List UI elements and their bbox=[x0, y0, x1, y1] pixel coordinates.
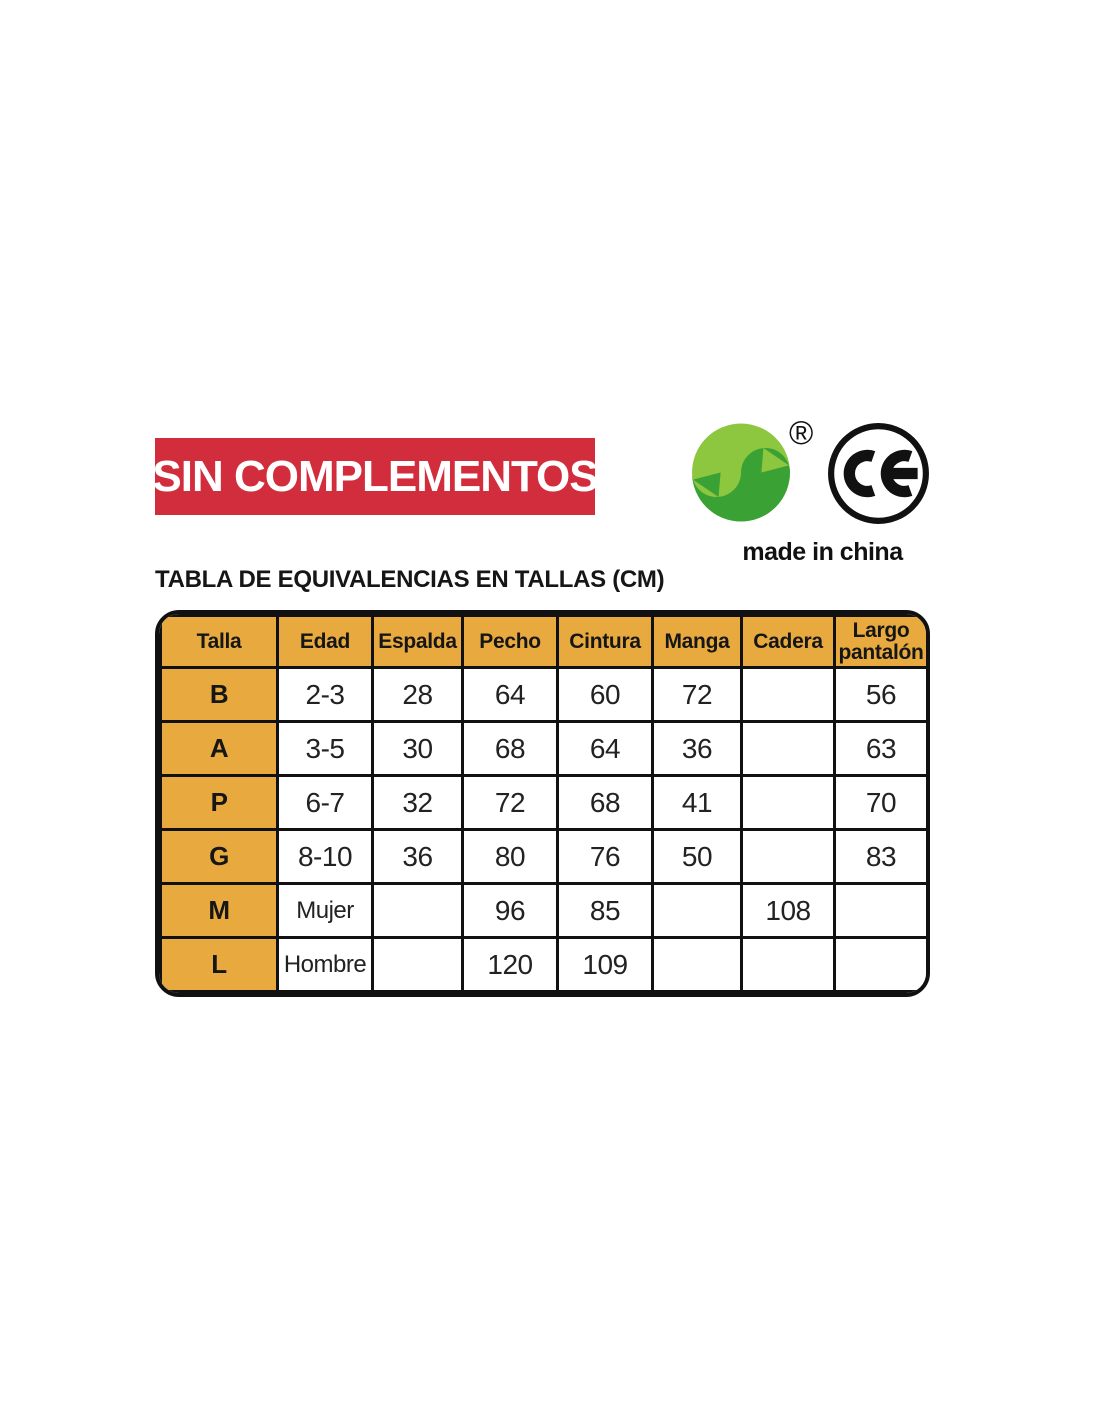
value-cell: 80 bbox=[461, 828, 559, 885]
column-header-cintura: Cintura bbox=[556, 614, 654, 669]
value-cell: Mujer bbox=[276, 882, 374, 939]
value-cell: 32 bbox=[371, 774, 464, 831]
value-cell: 36 bbox=[651, 720, 743, 777]
banner-label: SIN COMPLEMENTOS bbox=[152, 451, 598, 501]
value-cell bbox=[371, 882, 464, 939]
value-cell: Hombre bbox=[276, 936, 374, 993]
size-table: Talla Edad Espalda Pecho Cintura Manga C… bbox=[159, 614, 926, 993]
value-cell: 41 bbox=[651, 774, 743, 831]
value-cell bbox=[740, 720, 836, 777]
value-cell bbox=[740, 774, 836, 831]
size-table-container: Talla Edad Espalda Pecho Cintura Manga C… bbox=[155, 610, 930, 997]
value-cell: 85 bbox=[556, 882, 654, 939]
value-cell: 68 bbox=[556, 774, 654, 831]
value-cell: 108 bbox=[740, 882, 836, 939]
value-cell: 83 bbox=[833, 828, 926, 885]
value-cell bbox=[740, 936, 836, 993]
column-header-manga: Manga bbox=[651, 614, 743, 669]
value-cell bbox=[651, 936, 743, 993]
value-cell: 109 bbox=[556, 936, 654, 993]
value-cell: 3-5 bbox=[276, 720, 374, 777]
table-header-row: Talla Edad Espalda Pecho Cintura Manga C… bbox=[159, 614, 926, 669]
table-row: M Mujer 96 85 108 bbox=[159, 882, 926, 939]
value-cell: 68 bbox=[461, 720, 559, 777]
table-title: TABLA DE EQUIVALENCIAS EN TALLAS (CM) bbox=[155, 566, 665, 593]
value-cell bbox=[371, 936, 464, 993]
value-cell: 60 bbox=[556, 666, 654, 723]
column-header-espalda: Espalda bbox=[371, 614, 464, 669]
table-body: B 2-3 28 64 60 72 56 A 3-5 30 68 64 36 63 P 6-7 32 72 68 41… bbox=[159, 666, 926, 993]
size-letter-cell: A bbox=[159, 720, 279, 777]
table-row: B 2-3 28 64 60 72 56 bbox=[159, 666, 926, 723]
value-cell bbox=[740, 666, 836, 723]
value-cell bbox=[833, 882, 926, 939]
made-in-china-label: made in china bbox=[742, 538, 903, 566]
value-cell: 2-3 bbox=[276, 666, 374, 723]
green-dot-icon bbox=[692, 423, 790, 522]
value-cell: 64 bbox=[556, 720, 654, 777]
value-cell: 96 bbox=[461, 882, 559, 939]
value-cell: 30 bbox=[371, 720, 464, 777]
column-header-pecho: Pecho bbox=[461, 614, 559, 669]
table-row: P 6-7 32 72 68 41 70 bbox=[159, 774, 926, 831]
value-cell: 120 bbox=[461, 936, 559, 993]
value-cell: 72 bbox=[461, 774, 559, 831]
table-row: L Hombre 120 109 bbox=[159, 936, 926, 993]
value-cell: 56 bbox=[833, 666, 926, 723]
size-letter-cell: L bbox=[159, 936, 279, 993]
size-letter-cell: G bbox=[159, 828, 279, 885]
size-letter-cell: M bbox=[159, 882, 279, 939]
value-cell: 28 bbox=[371, 666, 464, 723]
registered-trademark-icon: ® bbox=[789, 414, 814, 451]
value-cell bbox=[740, 828, 836, 885]
value-cell: 76 bbox=[556, 828, 654, 885]
value-cell: 50 bbox=[651, 828, 743, 885]
value-cell: 70 bbox=[833, 774, 926, 831]
value-cell bbox=[651, 882, 743, 939]
value-cell bbox=[833, 936, 926, 993]
value-cell: 72 bbox=[651, 666, 743, 723]
size-letter-cell: P bbox=[159, 774, 279, 831]
value-cell: 64 bbox=[461, 666, 559, 723]
table-row: G 8-10 36 80 76 50 83 bbox=[159, 828, 926, 885]
value-cell: 63 bbox=[833, 720, 926, 777]
column-header-talla: Talla bbox=[159, 614, 279, 669]
value-cell: 36 bbox=[371, 828, 464, 885]
value-cell: 6-7 bbox=[276, 774, 374, 831]
ce-mark-icon bbox=[828, 423, 929, 524]
column-header-largo-pantalon: Largo pantalón bbox=[833, 614, 926, 669]
column-header-edad: Edad bbox=[276, 614, 374, 669]
banner: SIN COMPLEMENTOS bbox=[152, 438, 599, 515]
column-header-cadera: Cadera bbox=[740, 614, 836, 669]
value-cell: 8-10 bbox=[276, 828, 374, 885]
size-letter-cell: B bbox=[159, 666, 279, 723]
table-row: A 3-5 30 68 64 36 63 bbox=[159, 720, 926, 777]
